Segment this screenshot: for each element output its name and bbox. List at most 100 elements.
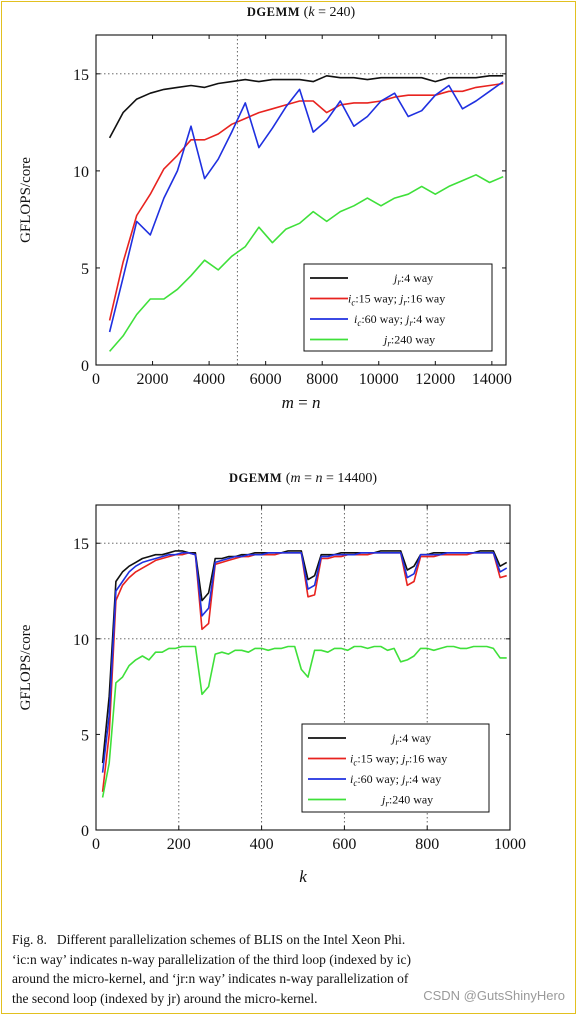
- x-tick-label-2: 400: [250, 836, 274, 853]
- legend-sub2-2: r: [405, 778, 409, 788]
- legend-sub-3: r: [387, 339, 391, 349]
- x-tick-label-0: 0: [92, 371, 100, 388]
- title-prefix: DGEMM: [247, 5, 304, 19]
- x-tick-label-5: 10000: [359, 371, 399, 388]
- legend-text-3: :240 way: [389, 793, 433, 807]
- series-line-0: [101, 550, 508, 764]
- legend-var2-2: j: [404, 312, 410, 326]
- legend-label-0: jr:4 way: [392, 271, 433, 287]
- title-eq2: = 14400): [322, 471, 377, 486]
- title-eq: = 240): [315, 5, 356, 20]
- series-line-0: [108, 75, 504, 139]
- y-tick-label-0: 0: [81, 358, 89, 375]
- plot-frame: [95, 34, 507, 366]
- x-tick-label-6: 12000: [415, 371, 455, 388]
- legend-var2-1: j: [400, 752, 406, 766]
- legend-text-2: :60 way;: [357, 772, 402, 786]
- legend-var2-2: j: [400, 772, 406, 786]
- series-line-2: [101, 552, 508, 773]
- legend-text2-2: :4 way: [409, 772, 441, 786]
- legend-label-2: ic:60 way; jr:4 way: [350, 772, 441, 788]
- legend-sub2-1: r: [403, 298, 407, 308]
- x-label-var-a: k: [299, 867, 307, 886]
- series-line-3: [108, 174, 504, 352]
- legend-text2-1: :16 way: [407, 292, 445, 306]
- title-var2: n: [315, 471, 322, 486]
- y-tick-label-2: 10: [73, 632, 89, 649]
- legend-text-3: :240 way: [391, 333, 435, 347]
- legend-label-1: ic:15 way; jr:16 way: [348, 292, 445, 308]
- legend-label-3: jr:240 way: [380, 793, 433, 809]
- watermark: CSDN @GutsShinyHero: [423, 988, 565, 1003]
- y-tick-label-1: 5: [81, 261, 89, 278]
- legend-sub-1: c: [353, 758, 357, 768]
- caption-line-1: Fig. 8. Different parallelization schemes…: [12, 930, 568, 950]
- x-tick-label-2: 4000: [193, 371, 225, 388]
- legend-var-3: j: [380, 793, 386, 807]
- legend-text-0: :4 way: [401, 271, 433, 285]
- figure-caption: Fig. 8. Different parallelization schemes…: [12, 930, 568, 1008]
- x-tick-label-1: 200: [167, 836, 191, 853]
- legend-sub-3: r: [385, 799, 389, 809]
- title-paren: (: [286, 471, 291, 486]
- y-axis-label: GFLOPS/core: [18, 157, 34, 243]
- legend-text2-1: :16 way: [409, 752, 447, 766]
- legend-var-1: i: [350, 752, 353, 766]
- x-tick-label-5: 1000: [494, 836, 526, 853]
- x-axis-label: m = n: [282, 393, 321, 412]
- x-tick-label-4: 800: [415, 836, 439, 853]
- x-tick-label-1: 2000: [137, 371, 169, 388]
- legend-sub-0: r: [395, 737, 399, 747]
- y-tick-label-2: 10: [73, 164, 89, 181]
- legend-sub2-2: r: [409, 318, 413, 328]
- series-line-2: [108, 80, 504, 333]
- caption-line-4: the second loop (indexed by jr) around t…: [12, 990, 318, 1006]
- y-tick-label-3: 15: [73, 67, 89, 84]
- legend-var-2: i: [354, 312, 357, 326]
- title-eq: =: [301, 471, 316, 486]
- x-label-eq: =: [294, 393, 312, 412]
- legend-sub-2: c: [353, 778, 357, 788]
- x-label-var-a: m: [282, 393, 294, 412]
- legend-label-2: ic:60 way; jr:4 way: [354, 312, 445, 328]
- x-tick-label-4: 8000: [306, 371, 338, 388]
- legend-label-0: jr:4 way: [390, 731, 431, 747]
- caption-text-1: Different parallelization schemes of BLI…: [56, 932, 406, 947]
- title-prefix: DGEMM: [229, 471, 286, 485]
- legend-sub-0: r: [397, 277, 401, 287]
- title-var: m: [290, 471, 300, 486]
- legend-label-3: jr:240 way: [382, 333, 435, 349]
- legend-text-1: :15 way;: [357, 752, 402, 766]
- legend-var2-1: j: [398, 292, 404, 306]
- legend-text-0: :4 way: [399, 731, 431, 745]
- caption-line-3: around the micro-kernel, and ‘jr:n way’ …: [12, 971, 409, 986]
- legend-sub-1: c: [351, 298, 355, 308]
- legend-sub-2: c: [357, 318, 361, 328]
- x-tick-label-7: 14000: [472, 371, 512, 388]
- plot-frame: [95, 504, 511, 831]
- x-tick-label-3: 6000: [250, 371, 282, 388]
- legend-var-3: j: [382, 333, 388, 347]
- chart-title: DGEMM (m = n = 14400): [229, 471, 377, 486]
- y-tick-label-3: 15: [73, 536, 89, 553]
- legend-var-0: j: [392, 271, 398, 285]
- x-tick-label-3: 600: [332, 836, 356, 853]
- caption-line-2: ‘ic:n way’ indicates n-way parallelizati…: [12, 951, 411, 967]
- chart-bottom: 0 200 400 600 800 1000 0 5 10 15 DGEMM (m = n = 14…: [18, 471, 526, 886]
- title-var: k: [308, 5, 315, 20]
- x-axis-label: k: [299, 867, 307, 886]
- legend-var-1: i: [348, 292, 351, 306]
- legend-var-2: i: [350, 772, 353, 786]
- y-axis-label: GFLOPS/core: [18, 624, 34, 710]
- legend-text-2: :60 way;: [361, 312, 406, 326]
- x-label-var-b: n: [312, 393, 321, 412]
- series-line-3: [101, 645, 507, 798]
- chart-title: DGEMM (k = 240): [247, 5, 356, 20]
- legend-label-1: ic:15 way; jr:16 way: [350, 752, 447, 768]
- x-tick-label-0: 0: [92, 836, 100, 853]
- title-paren: (: [304, 5, 309, 20]
- chart-top: 0 2000 4000 6000 8000 10000 12000 14000 0 5 10 15 DG…: [18, 5, 512, 412]
- legend-text-1: :15 way;: [355, 292, 400, 306]
- legend-var-0: j: [390, 731, 396, 745]
